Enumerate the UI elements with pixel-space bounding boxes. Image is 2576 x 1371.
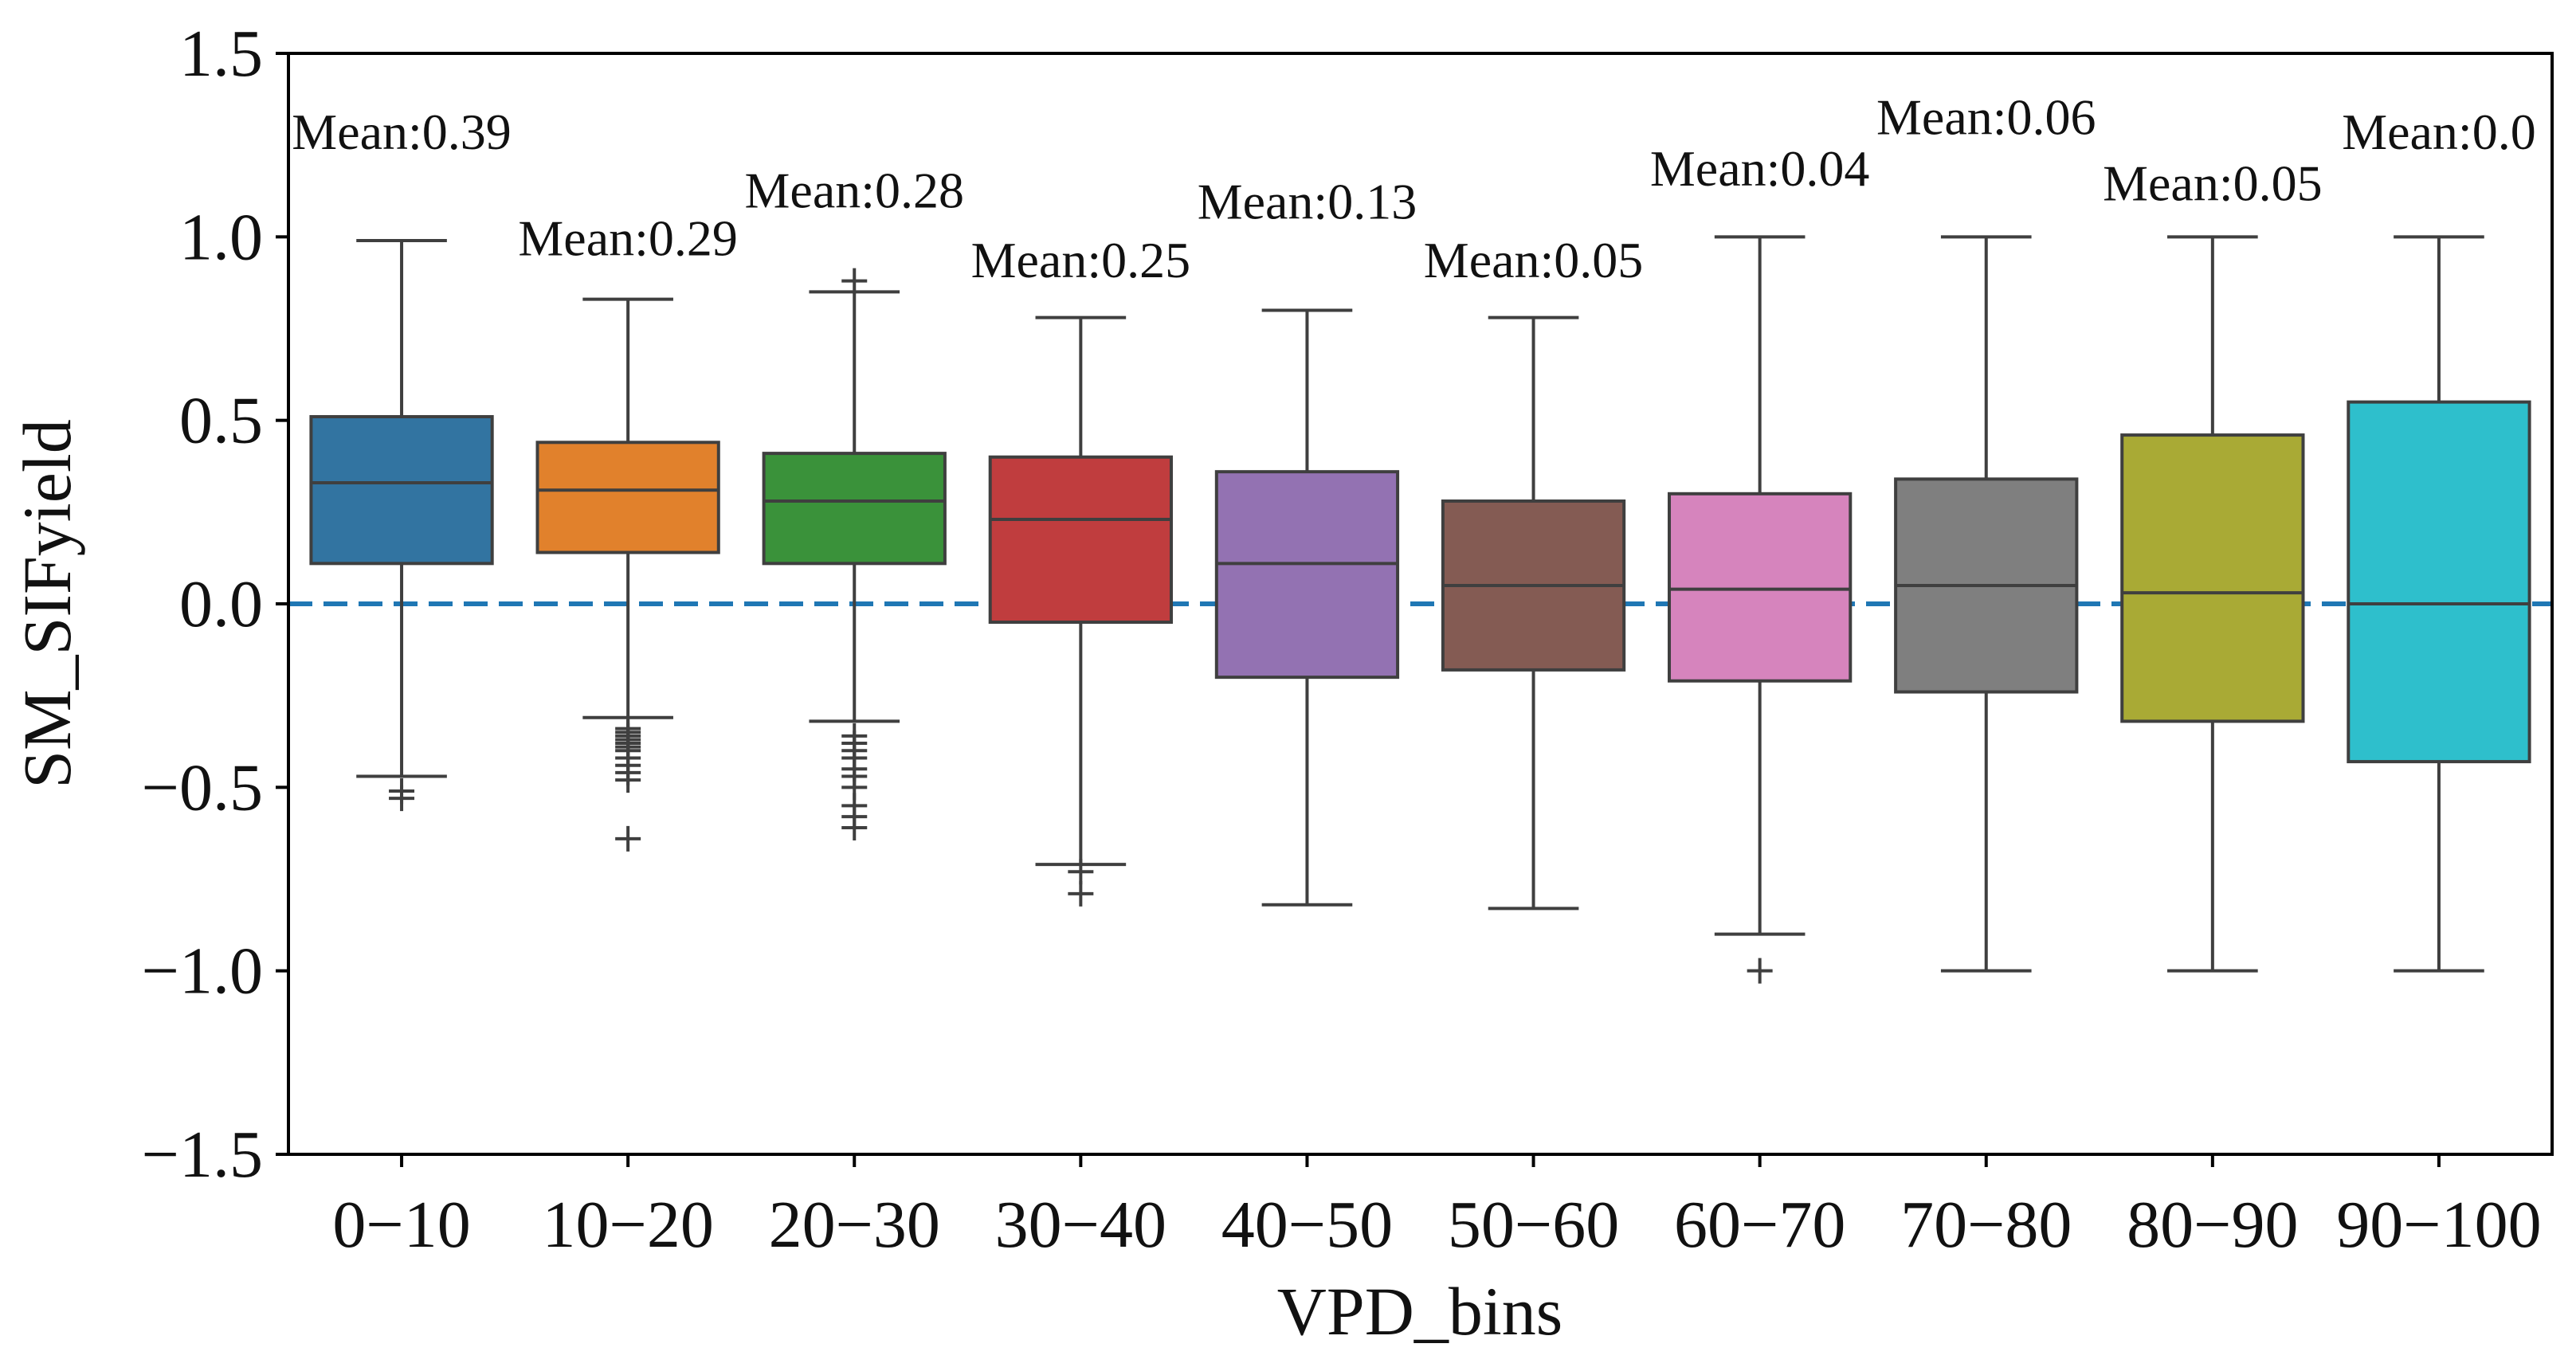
box-iqr [309,415,494,566]
outlier-marker [1068,859,1094,885]
y-tick-label: 0.0 [179,567,263,641]
y-tick-label: 1.5 [179,17,263,91]
mean-annotation: Mean:0.06 [1876,88,2096,145]
x-tick-label: 70−80 [1900,1188,2072,1262]
outlier-marker [615,825,641,852]
mean-annotation: Mean:0.05 [2103,155,2323,211]
outlier-marker [841,815,868,841]
box-group [1668,235,1853,984]
x-axis-title: VPD_bins [1277,1273,1562,1349]
outlier-marker [389,785,415,812]
x-tick-label: 50−60 [1448,1188,1619,1262]
box-iqr [988,455,1173,625]
mean-annotation: Mean:0.29 [518,210,738,266]
box-group [1214,308,1400,907]
y-axis-ticks: 1.5 1.0 0.5 0.0 −0.5 −1.0 −1.5 [142,17,288,1192]
mean-label-layer: Mean:0.39Mean:0.29Mean:0.28Mean:0.25Mean… [292,88,2535,288]
box-iqr [762,452,947,566]
outlier-marker [615,767,641,793]
box-iqr [1214,470,1400,680]
y-tick-label: −1.0 [142,934,263,1009]
box-iqr [1668,492,1853,683]
box-group [988,315,1173,907]
box-group [1441,315,1626,911]
mean-annotation: Mean:0.39 [292,104,512,160]
box-group [2347,235,2531,973]
mean-annotation: Mean:0.0 [2342,104,2536,160]
y-tick-label: 0.5 [179,384,263,458]
box-iqr [535,441,720,554]
box-group [762,268,947,841]
outlier-marker [841,268,868,294]
x-axis-ticks: 0−10 10−20 20−30 30−40 40−50 50−60 60−70 70−80 8… [332,1154,2542,1262]
outlier-marker [1747,958,1773,984]
box-iqr [2347,400,2531,764]
y-tick-label: −0.5 [142,750,263,825]
y-axis-title: SM_SIFyield [9,419,85,789]
x-tick-label: 20−30 [769,1188,940,1262]
box-group [309,238,494,812]
x-tick-label: 40−50 [1221,1188,1393,1262]
mean-annotation: Mean:0.25 [971,232,1191,288]
box-layer [309,235,2531,984]
x-tick-label: 0−10 [332,1188,470,1262]
x-tick-label: 60−70 [1674,1188,1845,1262]
mean-annotation: Mean:0.04 [1650,140,1870,197]
x-tick-label: 80−90 [2127,1188,2298,1262]
x-tick-label: 30−40 [995,1188,1166,1262]
mean-annotation: Mean:0.13 [1198,173,1417,229]
mean-annotation: Mean:0.28 [745,162,965,218]
x-tick-label: 10−20 [542,1188,713,1262]
box-group [535,297,720,852]
mean-annotation: Mean:0.05 [1424,232,1644,288]
y-tick-label: −1.5 [142,1118,263,1192]
y-tick-label: 1.0 [179,200,263,274]
outlier-marker [1068,880,1094,907]
box-group [2120,235,2305,973]
x-tick-label: 90−100 [2336,1188,2541,1262]
box-iqr [2120,433,2305,723]
box-group [1894,235,2079,973]
